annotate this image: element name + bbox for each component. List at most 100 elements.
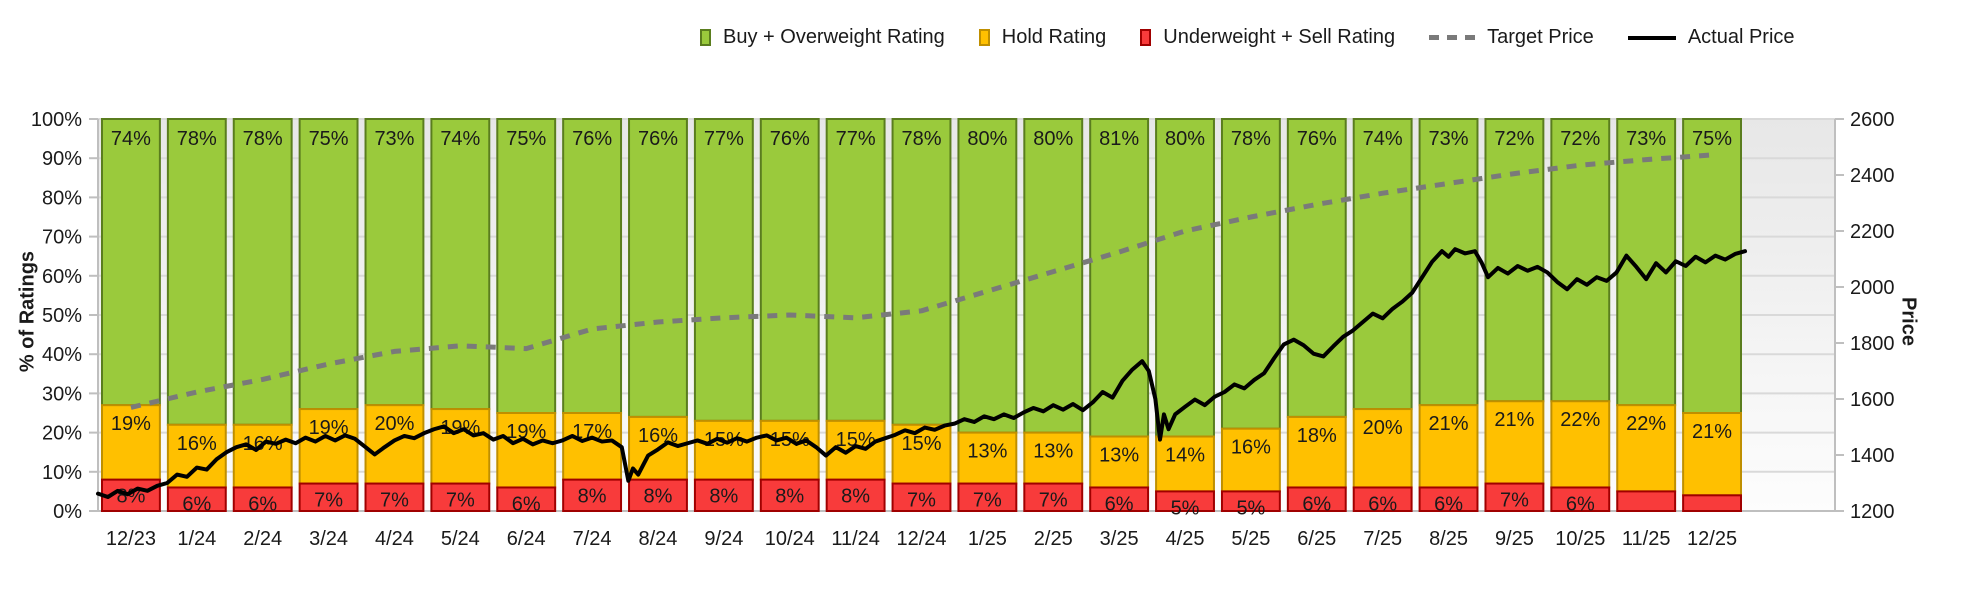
y-left-tick-label: 50% bbox=[42, 305, 82, 327]
bar-label-buy: 73% bbox=[374, 128, 414, 150]
x-tick-label: 9/24 bbox=[704, 528, 743, 550]
y-left-tick-label: 80% bbox=[42, 187, 82, 209]
bar-label-sell: 7% bbox=[1500, 490, 1529, 512]
x-tick-label: 11/24 bbox=[831, 528, 880, 550]
x-tick-label: 4/24 bbox=[375, 528, 414, 550]
actual-price-line-swatch-icon bbox=[1627, 35, 1676, 40]
bar-label-hold: 22% bbox=[1560, 409, 1600, 431]
bar-label-buy: 78% bbox=[177, 128, 217, 150]
x-tick-label: 2/25 bbox=[1034, 528, 1073, 550]
target-price-line bbox=[130, 152, 1713, 410]
bar-label-sell: 8% bbox=[709, 486, 738, 508]
bar-label-hold: 21% bbox=[1494, 409, 1534, 431]
bar-segment-hold bbox=[1484, 400, 1545, 485]
x-tick-label: 10/25 bbox=[1555, 528, 1605, 550]
bar-label-sell: 8% bbox=[775, 486, 804, 508]
bar-label-buy: 80% bbox=[967, 128, 1007, 150]
bar-label-sell: 7% bbox=[973, 490, 1002, 512]
legend-item-hold: Hold Rating bbox=[978, 26, 1106, 49]
bar-segment-sell bbox=[1220, 490, 1281, 512]
bar-label-hold: 22% bbox=[1626, 413, 1666, 435]
bar-label-buy: 75% bbox=[506, 128, 546, 150]
bar-segment-sell bbox=[364, 482, 425, 512]
bar-segment-buy bbox=[496, 118, 557, 414]
legend-item-target-price: Target Price bbox=[1429, 26, 1594, 49]
y-left-tick-label: 0% bbox=[53, 501, 82, 523]
bar-segment-buy bbox=[364, 118, 425, 407]
bar-segment-sell bbox=[825, 478, 886, 513]
bar-segment-sell bbox=[562, 478, 623, 513]
bar-segment-sell bbox=[298, 482, 359, 512]
bar-label-sell: 5% bbox=[1236, 497, 1265, 519]
bar-label-hold: 21% bbox=[1429, 413, 1469, 435]
bar-label-sell: 6% bbox=[248, 493, 277, 515]
x-tick-label: 8/25 bbox=[1429, 528, 1468, 550]
bar-segment-sell bbox=[759, 478, 820, 513]
target-price-dashed-swatch-icon bbox=[1429, 35, 1476, 40]
x-tick-label: 3/24 bbox=[309, 528, 348, 550]
x-tick-label: 9/25 bbox=[1495, 528, 1534, 550]
bar-label-hold: 13% bbox=[1033, 441, 1073, 463]
bar-label-sell: 7% bbox=[446, 490, 475, 512]
x-tick-label: 2/24 bbox=[243, 528, 282, 550]
bar-segment-buy bbox=[1682, 118, 1742, 414]
y-right-tick-label: 2000 bbox=[1850, 277, 1895, 299]
x-tick-label: 7/25 bbox=[1363, 528, 1402, 550]
bar-segment-buy bbox=[562, 118, 623, 414]
bar-label-buy: 78% bbox=[901, 128, 941, 150]
y-right-tick-label: 1200 bbox=[1850, 501, 1895, 523]
bar-segment-buy bbox=[1484, 118, 1545, 403]
bar-label-buy: 76% bbox=[638, 128, 678, 150]
bar-label-hold: 21% bbox=[1692, 421, 1732, 443]
bar-label-hold: 15% bbox=[901, 433, 941, 455]
x-tick-label: 12/24 bbox=[896, 528, 946, 550]
bar-segment-buy bbox=[693, 118, 754, 422]
legend-label: Buy + Overweight Rating bbox=[723, 26, 945, 48]
x-tick-label: 5/25 bbox=[1231, 528, 1270, 550]
y-right-tick-label: 1400 bbox=[1850, 445, 1895, 467]
bar-segment-buy bbox=[1220, 118, 1281, 430]
bar-label-sell: 5% bbox=[1171, 497, 1200, 519]
bar-segment-sell bbox=[430, 482, 491, 512]
x-tick-label: 4/25 bbox=[1166, 528, 1205, 550]
bar-label-sell: 7% bbox=[380, 490, 409, 512]
bar-segment-buy bbox=[1286, 118, 1347, 418]
bar-label-sell: 6% bbox=[1302, 493, 1331, 515]
y-left-tick-label: 60% bbox=[42, 266, 82, 288]
y-right-tick-label: 1800 bbox=[1850, 333, 1895, 355]
rating-bars: 74% 19% 8% 78% 16% 6% 78% 16% 6% 75% 19% 7% 73% 20% 7%… bbox=[101, 118, 1742, 519]
bar-segment-hold bbox=[891, 423, 952, 485]
bar-segment-sell bbox=[496, 486, 557, 513]
legend-item-buy-overweight: Buy + Overweight Rating bbox=[700, 26, 945, 49]
bar-label-buy: 72% bbox=[1560, 128, 1600, 150]
x-tick-label: 6/25 bbox=[1297, 528, 1336, 550]
bar-segment-buy bbox=[101, 118, 161, 407]
bar-label-sell: 6% bbox=[1434, 493, 1463, 515]
bar-label-sell: 6% bbox=[1105, 493, 1134, 515]
bar-segment-sell bbox=[1550, 486, 1611, 513]
bar-label-buy: 74% bbox=[1363, 128, 1403, 150]
y-right-tick-label: 2400 bbox=[1850, 165, 1895, 187]
bar-label-hold: 16% bbox=[1231, 437, 1271, 459]
bar-label-buy: 80% bbox=[1033, 128, 1073, 150]
bar-segment-sell bbox=[628, 478, 688, 513]
bar-label-buy: 78% bbox=[243, 128, 283, 150]
bar-label-sell: 8% bbox=[644, 486, 673, 508]
actual-price-line bbox=[96, 247, 1747, 499]
bar-label-hold: 19% bbox=[506, 421, 546, 443]
bar-label-sell: 6% bbox=[512, 493, 541, 515]
bar-segment-hold bbox=[1616, 404, 1677, 493]
x-tick-label: 1/25 bbox=[968, 528, 1007, 550]
legend-item-underweight-sell: Underweight + Sell Rating bbox=[1140, 26, 1395, 49]
bar-segment-hold bbox=[693, 419, 754, 481]
bar-segment-sell bbox=[1616, 490, 1677, 512]
buy-rating-swatch-icon bbox=[700, 29, 711, 46]
axis-tick-labels: 0% 10% 20% 30% 40% 50% 60% 70% 80% 90% 100% 1200 140… bbox=[31, 109, 1895, 550]
bar-segment-buy bbox=[957, 118, 1018, 434]
y-left-tick-label: 30% bbox=[42, 383, 82, 405]
bar-segment-sell bbox=[693, 478, 754, 513]
bar-label-buy: 74% bbox=[440, 128, 480, 150]
bar-label-buy: 75% bbox=[1692, 128, 1732, 150]
bar-label-buy: 73% bbox=[1626, 128, 1666, 150]
x-tick-label: 5/24 bbox=[441, 528, 480, 550]
